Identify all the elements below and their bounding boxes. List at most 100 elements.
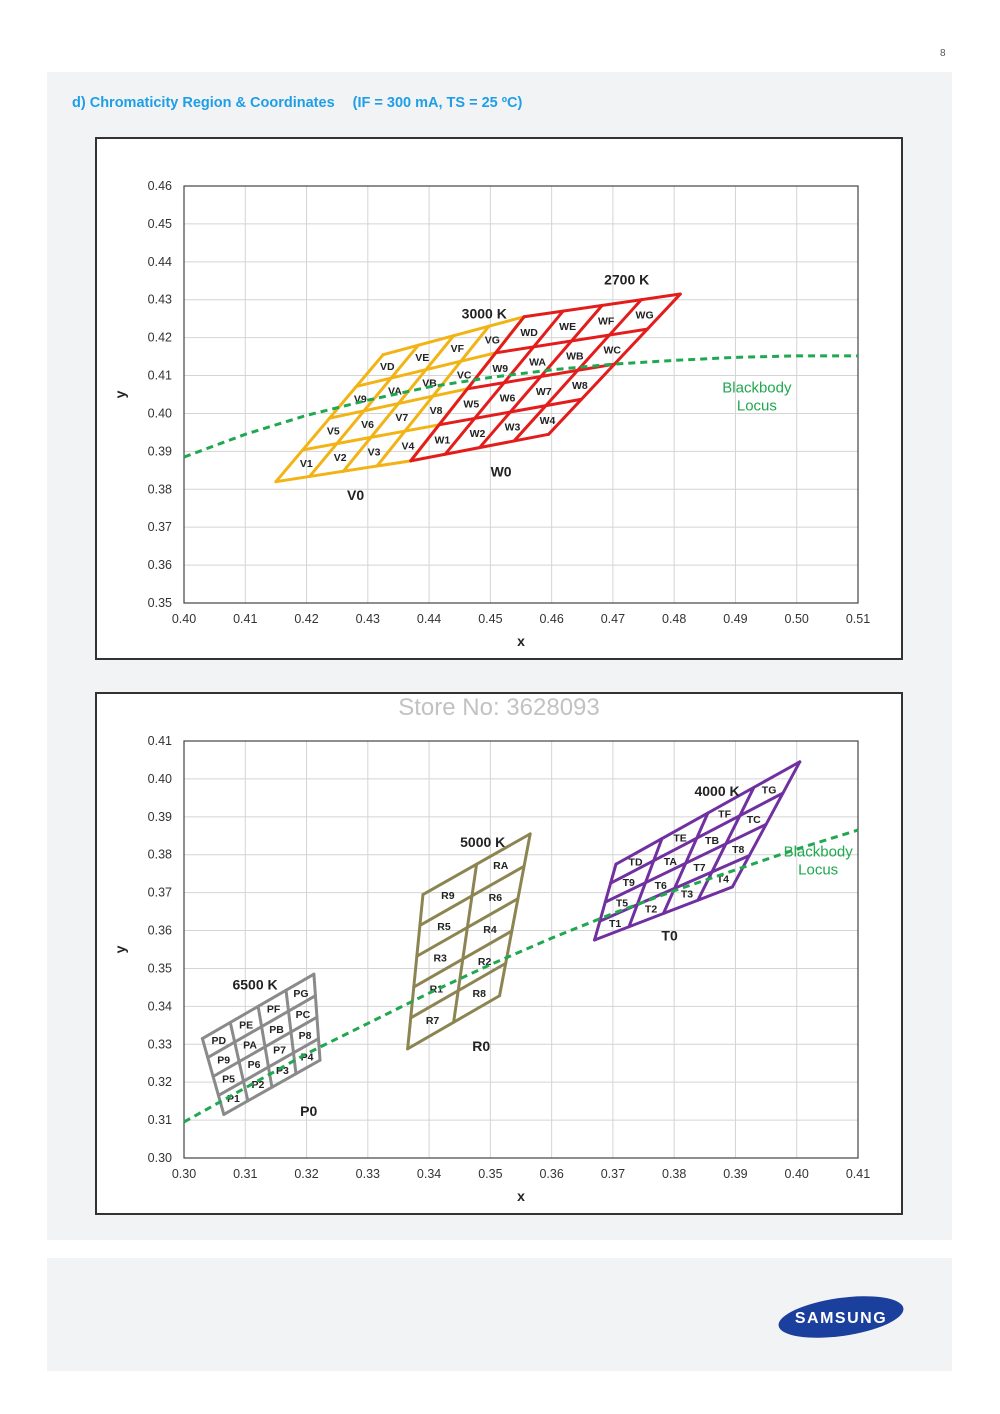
blackbody-locus-label-line: Locus <box>737 398 777 415</box>
bin-label: TF <box>718 809 731 821</box>
x-tick-label: 0.39 <box>723 1167 747 1181</box>
region-grid-line <box>522 292 682 319</box>
bin-label: P2 <box>252 1079 265 1091</box>
x-tick-label: 0.35 <box>478 1167 502 1181</box>
bin-label: V8 <box>430 405 443 417</box>
y-tick-label: 0.30 <box>148 1151 172 1165</box>
bin-label: W8 <box>572 380 588 392</box>
blackbody-locus-line <box>183 828 859 1124</box>
bin-label: W4 <box>540 415 556 427</box>
bin-label: TB <box>705 835 719 847</box>
y-tick-label: 0.40 <box>148 772 172 786</box>
region-name-label: 4000 K <box>694 783 739 799</box>
bin-label: P9 <box>217 1054 230 1066</box>
store-watermark: Store No: 3628093 <box>398 694 600 721</box>
x-tick-label: 0.44 <box>417 612 441 626</box>
bin-label: PC <box>296 1009 311 1021</box>
x-tick-label: 0.51 <box>846 612 870 626</box>
chart-bottom: 0.30 0.31 0.32 0.33 0.34 0.35 0.36 0.37 0.38 0.39… <box>112 734 870 1204</box>
bin-label: PG <box>293 988 308 1000</box>
y-tick-label: 0.43 <box>148 293 172 307</box>
region-grid-line <box>437 397 584 427</box>
blackbody-locus-label-line: Blackbody <box>722 380 792 397</box>
y-tick-label: 0.38 <box>148 482 172 496</box>
bin-label: T9 <box>623 877 635 889</box>
y-axis-label: y <box>112 945 128 953</box>
region-grid-line <box>200 972 316 1041</box>
y-tick-label: 0.46 <box>148 179 172 193</box>
bin-label: V2 <box>334 452 347 464</box>
region-group-label: P0 <box>300 1103 317 1119</box>
bin-label: WC <box>603 345 621 357</box>
bin-label: P8 <box>299 1030 312 1042</box>
bin-label: W3 <box>505 422 521 434</box>
region-grid-line <box>406 893 425 1051</box>
y-tick-label: 0.40 <box>148 406 172 420</box>
region-grid-line <box>211 1015 319 1078</box>
region-name-label: 2700 K <box>604 272 649 288</box>
bin-label: W9 <box>492 363 508 375</box>
x-tick-label: 0.40 <box>785 1167 809 1181</box>
logo-ellipse <box>778 1296 904 1338</box>
region-grid-line <box>614 760 802 866</box>
region-grid-line <box>421 832 532 897</box>
region-name-label: 6500 K <box>232 976 277 992</box>
bin-label: R7 <box>426 1015 440 1027</box>
bin-label: P1 <box>227 1093 240 1105</box>
region-name-label: 5000 K <box>460 834 505 850</box>
bin-label: R8 <box>473 988 487 1000</box>
bin-label: V7 <box>395 412 408 424</box>
section-label: d) <box>72 95 86 111</box>
bin-label: R1 <box>430 984 444 996</box>
bin-label: VC <box>457 370 472 382</box>
blackbody-locus-label-line: Locus <box>798 862 838 879</box>
bin-label: T8 <box>732 844 744 856</box>
y-tick-label: 0.33 <box>148 1037 172 1051</box>
chart-top: 0.40 0.41 0.42 0.43 0.44 0.45 0.46 0.47 0.48 0.49… <box>112 179 870 649</box>
y-tick-label: 0.39 <box>148 444 172 458</box>
bin-label: TG <box>762 785 777 797</box>
bin-label: V4 <box>402 441 415 453</box>
bin-label: VD <box>380 361 395 373</box>
samsung-logo: SAMSUNG <box>778 1296 904 1338</box>
region-group-label: W0 <box>491 463 512 479</box>
x-tick-label: 0.48 <box>662 612 686 626</box>
region-grid-line <box>409 432 551 463</box>
y-tick-label: 0.44 <box>148 255 172 269</box>
bin-label: T1 <box>609 918 621 930</box>
blackbody-locus-line <box>183 354 858 459</box>
region-grid-line <box>409 961 508 1020</box>
bin-label: PE <box>239 1019 253 1031</box>
region-grid-line <box>412 929 514 989</box>
x-axis-label: x <box>517 1188 525 1204</box>
region-grid-line <box>206 994 317 1060</box>
bin-label: PD <box>211 1035 226 1047</box>
bin-label: TE <box>673 833 686 845</box>
bin-label: TD <box>629 857 643 869</box>
y-tick-label: 0.41 <box>148 369 172 383</box>
x-tick-label: 0.33 <box>356 1167 380 1181</box>
region-grid-line <box>406 994 502 1051</box>
region-grid-line <box>415 897 520 958</box>
bin-label: P6 <box>248 1059 261 1071</box>
blackbody-locus-label: Blackbody Locus <box>784 844 854 879</box>
x-tick-label: 0.30 <box>172 1167 196 1181</box>
bin-label: V5 <box>327 426 340 438</box>
bin-label: W6 <box>500 392 516 404</box>
y-tick-label: 0.37 <box>148 886 172 900</box>
bin-label: TC <box>747 814 761 826</box>
y-tick-label: 0.42 <box>148 331 172 345</box>
bin-label: WB <box>566 351 584 363</box>
x-tick-label: 0.41 <box>233 612 257 626</box>
bin-label: R3 <box>433 952 447 964</box>
bin-label: V6 <box>361 419 374 431</box>
region-grid-line <box>274 459 413 484</box>
bin-label: WF <box>598 315 615 327</box>
bin-label: RA <box>493 860 509 872</box>
blackbody-locus-label-line: Blackbody <box>784 844 854 861</box>
region-grid-line <box>609 791 785 885</box>
region-grid-line <box>381 315 526 357</box>
section-heading: d) Chromaticity Region & Coordinates (IF… <box>72 95 522 111</box>
bin-label: VF <box>451 343 465 355</box>
y-tick-label: 0.38 <box>148 848 172 862</box>
